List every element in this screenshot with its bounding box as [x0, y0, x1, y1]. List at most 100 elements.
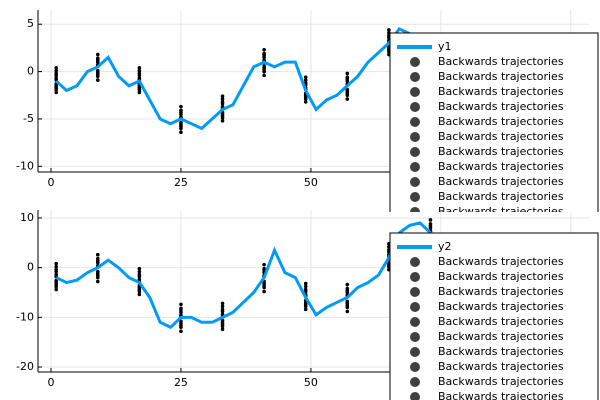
data-point	[54, 90, 58, 95]
x-tick-label: 25	[174, 176, 188, 189]
data-point	[262, 262, 266, 267]
legend-marker	[410, 72, 420, 82]
data-point	[345, 282, 350, 287]
legend-marker	[410, 177, 420, 187]
legend-label: Backwards trajectories	[438, 205, 564, 212]
data-point	[179, 302, 183, 307]
legend-label: Backwards trajectories	[438, 375, 564, 388]
data-point	[54, 261, 58, 266]
data-point	[303, 307, 308, 312]
data-point	[303, 281, 308, 286]
legend-label: Backwards trajectories	[438, 285, 564, 298]
data-point	[54, 284, 58, 289]
data-point	[220, 327, 225, 332]
data-point	[95, 273, 100, 278]
data-point	[179, 124, 183, 129]
data-point	[54, 65, 58, 70]
y-tick-label: -10	[16, 159, 34, 172]
legend-marker	[410, 207, 420, 212]
data-point	[220, 112, 225, 117]
legend-marker	[410, 132, 420, 142]
data-point	[345, 97, 350, 101]
legend-marker	[410, 272, 420, 282]
data-point	[95, 279, 100, 284]
legend-marker	[410, 332, 420, 342]
data-point	[54, 287, 58, 292]
data-point	[428, 218, 433, 222]
data-point	[303, 284, 308, 289]
legend-label: Backwards trajectories	[438, 160, 564, 173]
chart-2: -20-100100255075100y2Backwards trajector…	[16, 210, 599, 400]
legend-label: Backwards trajectories	[438, 300, 564, 313]
data-point	[345, 288, 350, 293]
data-point	[54, 68, 58, 73]
data-point	[345, 91, 350, 96]
data-point	[95, 72, 100, 77]
legend-marker	[410, 347, 420, 357]
legend-label: y2	[438, 240, 452, 253]
data-point	[137, 65, 142, 70]
data-point	[137, 90, 142, 95]
data-point	[303, 75, 308, 80]
data-point	[54, 280, 58, 285]
data-point	[54, 87, 58, 92]
legend-label: Backwards trajectories	[438, 390, 564, 400]
y-tick-label: 0	[27, 65, 34, 78]
legend-label: Backwards trajectories	[438, 55, 564, 68]
x-tick-label: 50	[304, 376, 318, 389]
legend-label: Backwards trajectories	[438, 255, 564, 268]
legend-label: Backwards trajectories	[438, 145, 564, 158]
legend-marker	[410, 362, 420, 372]
data-point	[137, 87, 142, 92]
data-point	[54, 83, 58, 88]
data-point	[262, 47, 266, 52]
legend-marker	[410, 87, 420, 97]
data-point	[220, 116, 225, 120]
data-point	[262, 53, 266, 58]
legend-label: Backwards trajectories	[438, 190, 564, 203]
legend-label: y1	[438, 40, 452, 53]
y-tick-label: -10	[16, 310, 34, 323]
data-point	[54, 73, 58, 78]
data-point	[137, 274, 142, 279]
data-point	[95, 52, 100, 57]
data-point	[303, 97, 308, 101]
data-point	[262, 67, 266, 72]
data-point	[428, 224, 433, 228]
chart-1: -10-5050255075100y1Backwards trajectorie…	[16, 10, 599, 212]
data-point	[95, 258, 100, 263]
x-tick-label: 0	[47, 376, 54, 389]
legend-marker	[410, 117, 420, 127]
data-point	[54, 264, 58, 269]
x-tick-label: 0	[47, 176, 54, 189]
data-point	[179, 104, 183, 109]
y-tick-label: 0	[27, 261, 34, 274]
y-tick-label: 5	[27, 17, 34, 30]
data-point	[137, 292, 142, 297]
data-point	[303, 78, 308, 82]
data-point	[137, 269, 142, 274]
legend-label: Backwards trajectories	[438, 175, 564, 188]
legend-label: Backwards trajectories	[438, 360, 564, 373]
data-point	[262, 283, 266, 288]
legend-box	[389, 32, 599, 212]
x-tick-label: 50	[304, 176, 318, 189]
data-point	[220, 301, 225, 306]
legend-label: Backwards trajectories	[438, 315, 564, 328]
legend-marker	[410, 147, 420, 157]
x-tick-label: 25	[174, 376, 188, 389]
legend-marker	[410, 287, 420, 297]
data-point	[137, 289, 142, 294]
data-point	[345, 77, 350, 81]
data-point	[54, 269, 58, 274]
data-point	[220, 304, 225, 309]
legend-label: Backwards trajectories	[438, 330, 564, 343]
legend-marker	[410, 392, 420, 400]
data-point	[95, 78, 100, 82]
data-point	[179, 130, 183, 135]
data-point	[95, 58, 100, 63]
legend-box	[389, 232, 599, 400]
y-tick-label: 10	[20, 211, 34, 224]
data-point	[137, 68, 142, 73]
